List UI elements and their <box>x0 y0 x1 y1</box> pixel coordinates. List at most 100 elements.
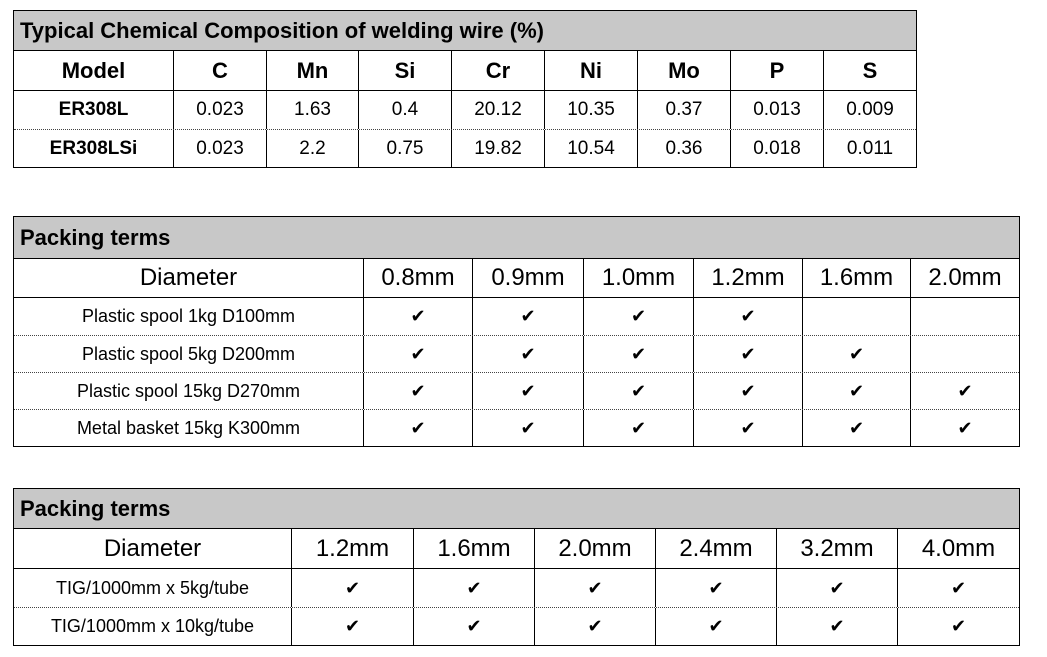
value-cell: 0.023 <box>173 130 266 167</box>
value-cell: 0.013 <box>730 91 823 129</box>
table-row: TIG/1000mm x 5kg/tube ✔ ✔ ✔ ✔ ✔ ✔ <box>14 569 1019 607</box>
check-cell: ✔ <box>472 298 583 335</box>
check-cell: ✔ <box>413 608 534 645</box>
row-label: ER308LSi <box>49 137 138 159</box>
check-cell: ✔ <box>897 608 1019 645</box>
value-cell: 2.2 <box>266 130 358 167</box>
check-cell: ✔ <box>897 569 1019 607</box>
check-cell: ✔ <box>776 569 897 607</box>
header-cell: 1.0mm <box>583 259 693 297</box>
table: Packing terms Diameter 0.8mm 0.9mm 1.0mm 1.2m… <box>13 216 1020 447</box>
header-cell: Diameter <box>103 534 202 562</box>
table-row: TIG/1000mm x 10kg/tube ✔ ✔ ✔ ✔ ✔ ✔ <box>14 607 1019 645</box>
table-row: Plastic spool 5kg D200mm ✔ ✔ ✔ ✔ ✔ <box>14 335 1019 372</box>
header-cell: P <box>730 51 823 90</box>
check-cell: ✔ <box>291 569 413 607</box>
header-cell: Si <box>358 51 451 90</box>
check-cell: ✔ <box>910 373 1019 409</box>
check-cell: ✔ <box>534 569 655 607</box>
row-label: Plastic spool 15kg D270mm <box>76 380 301 401</box>
header-cell: Model <box>61 57 126 83</box>
header-cell: 4.0mm <box>897 529 1019 568</box>
value-cell: 0.011 <box>823 130 916 167</box>
table-title: Typical Chemical Composition of welding … <box>14 11 916 51</box>
table-row: ER308L 0.023 1.63 0.4 20.12 10.35 0.37 0.013 0.0… <box>14 91 916 129</box>
check-cell <box>910 298 1019 335</box>
check-cell: ✔ <box>583 410 693 446</box>
header-cell: Diameter <box>139 264 238 291</box>
table-title: Packing terms <box>14 217 1019 259</box>
check-cell: ✔ <box>291 608 413 645</box>
check-cell: ✔ <box>363 373 472 409</box>
check-cell: ✔ <box>802 410 910 446</box>
check-cell: ✔ <box>655 569 776 607</box>
value-cell: 10.35 <box>544 91 637 129</box>
value-cell: 20.12 <box>451 91 544 129</box>
check-cell: ✔ <box>693 373 802 409</box>
check-cell: ✔ <box>534 608 655 645</box>
check-cell: ✔ <box>802 373 910 409</box>
check-cell: ✔ <box>583 336 693 372</box>
check-cell: ✔ <box>363 336 472 372</box>
check-cell: ✔ <box>583 298 693 335</box>
header-cell: S <box>823 51 916 90</box>
table-row: Metal basket 15kg K300mm ✔ ✔ ✔ ✔ ✔ ✔ <box>14 409 1019 446</box>
table: Typical Chemical Composition of welding … <box>13 10 917 168</box>
check-cell: ✔ <box>363 410 472 446</box>
header-cell: 2.4mm <box>655 529 776 568</box>
row-label: TIG/1000mm x 10kg/tube <box>50 616 255 636</box>
check-cell: ✔ <box>693 336 802 372</box>
check-cell <box>802 298 910 335</box>
check-cell: ✔ <box>413 569 534 607</box>
header-cell: 0.9mm <box>472 259 583 297</box>
header-cell: 2.0mm <box>910 259 1019 297</box>
header-cell: Cr <box>451 51 544 90</box>
check-cell: ✔ <box>655 608 776 645</box>
table-row: Plastic spool 15kg D270mm ✔ ✔ ✔ ✔ ✔ ✔ <box>14 372 1019 409</box>
header-cell: 1.6mm <box>413 529 534 568</box>
value-cell: 0.018 <box>730 130 823 167</box>
check-cell: ✔ <box>472 336 583 372</box>
check-cell: ✔ <box>472 373 583 409</box>
header-cell: Ni <box>544 51 637 90</box>
table-title: Packing terms <box>14 489 1019 529</box>
check-cell: ✔ <box>363 298 472 335</box>
value-cell: 0.023 <box>173 91 266 129</box>
check-cell <box>910 336 1019 372</box>
value-cell: 19.82 <box>451 130 544 167</box>
value-cell: 0.36 <box>637 130 730 167</box>
row-label: TIG/1000mm x 5kg/tube <box>55 577 250 598</box>
header-cell: 1.2mm <box>291 529 413 568</box>
header-cell: C <box>173 51 266 90</box>
value-cell: 0.37 <box>637 91 730 129</box>
row-label: Metal basket 15kg K300mm <box>76 417 301 438</box>
table-row: ER308LSi 0.023 2.2 0.75 19.82 10.54 0.36 0.018 0… <box>14 129 916 167</box>
header-cell: 1.6mm <box>802 259 910 297</box>
value-cell: 1.63 <box>266 91 358 129</box>
header-cell: 2.0mm <box>534 529 655 568</box>
row-label: Plastic spool 1kg D100mm <box>81 306 296 326</box>
header-cell: 0.8mm <box>363 259 472 297</box>
check-cell: ✔ <box>693 298 802 335</box>
check-cell: ✔ <box>583 373 693 409</box>
value-cell: 0.009 <box>823 91 916 129</box>
value-cell: 0.75 <box>358 130 451 167</box>
header-row: Diameter 0.8mm 0.9mm 1.0mm 1.2mm 1.6mm 2.0mm <box>14 259 1019 298</box>
check-cell: ✔ <box>472 410 583 446</box>
row-label: Plastic spool 5kg D200mm <box>81 343 296 364</box>
check-cell: ✔ <box>693 410 802 446</box>
header-cell: 1.2mm <box>693 259 802 297</box>
header-row: Model C Mn Si Cr Ni Mo P S <box>14 51 916 91</box>
header-cell: Mo <box>637 51 730 90</box>
table-row: Plastic spool 1kg D100mm ✔ ✔ ✔ ✔ <box>14 298 1019 335</box>
value-cell: 0.4 <box>358 91 451 129</box>
table: Packing terms Diameter 1.2mm 1.6mm 2.0mm 2.4m… <box>13 488 1020 646</box>
header-row: Diameter 1.2mm 1.6mm 2.0mm 2.4mm 3.2mm 4.0mm <box>14 529 1019 569</box>
value-cell: 10.54 <box>544 130 637 167</box>
check-cell: ✔ <box>910 410 1019 446</box>
header-cell: Mn <box>266 51 358 90</box>
check-cell: ✔ <box>802 336 910 372</box>
row-label: ER308L <box>58 99 129 120</box>
check-cell: ✔ <box>776 608 897 645</box>
